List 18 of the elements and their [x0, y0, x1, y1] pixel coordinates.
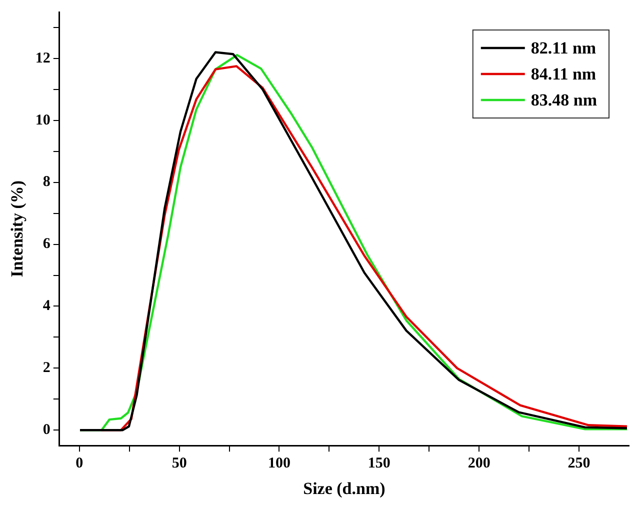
x-tick-label: 150: [368, 455, 390, 472]
legend-label: 82.11 nm: [530, 38, 596, 58]
x-tick-label: 50: [172, 455, 187, 472]
y-tick-label: 8: [42, 174, 50, 190]
x-axis-title: Size (d.nm): [303, 479, 386, 498]
y-tick-label: 10: [35, 112, 50, 128]
legend-label: 83.48 nm: [530, 90, 598, 110]
x-tick-label: 0: [76, 455, 84, 472]
x-tick-label: 100: [268, 455, 290, 472]
y-tick-label: 0: [42, 422, 50, 438]
y-tick-label: 4: [42, 298, 51, 314]
y-tick-label: 12: [35, 50, 50, 66]
x-tick-label: 250: [568, 455, 590, 472]
y-tick-label: 2: [42, 360, 50, 376]
y-tick-label: 6: [42, 236, 51, 252]
x-tick-label: 200: [468, 455, 490, 472]
legend-label: 84.11 nm: [530, 64, 596, 84]
y-axis-title: Intensity (%): [8, 180, 27, 278]
